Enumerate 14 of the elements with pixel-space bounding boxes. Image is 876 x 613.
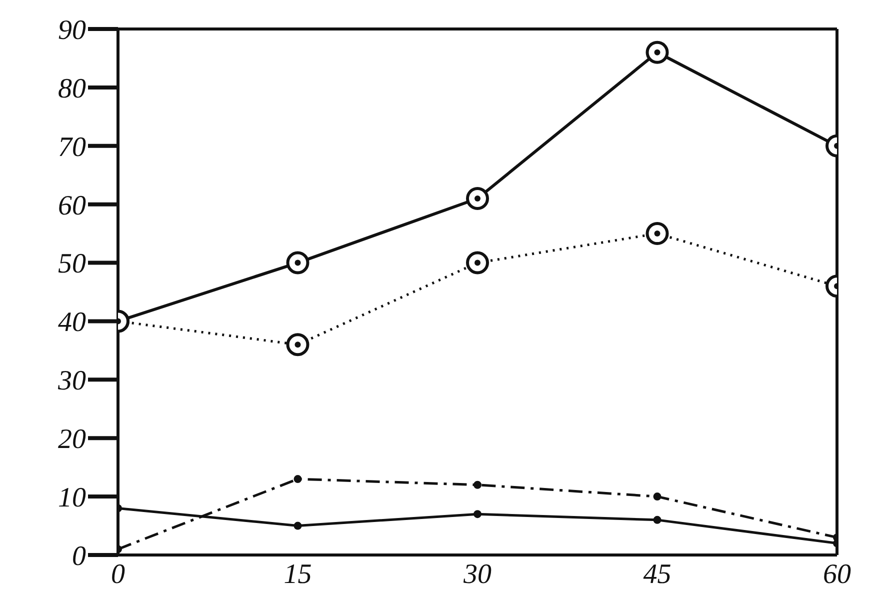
- x-tick-label: 0: [111, 558, 125, 590]
- y-tick-label: 90: [58, 14, 86, 46]
- y-tick-label: 20: [58, 424, 86, 456]
- y-tick-label: 80: [58, 73, 86, 104]
- y-tick-label: 60: [58, 190, 86, 222]
- y-tick-label: 30: [57, 366, 86, 397]
- x-tick-label: 60: [823, 558, 851, 590]
- y-tick-label: 40: [58, 307, 86, 338]
- x-tick-label: 15: [284, 558, 312, 590]
- x-tick-label: 45: [643, 558, 672, 590]
- x-tick-label: 30: [462, 558, 492, 590]
- y-tick-label: 10: [58, 482, 86, 514]
- y-tick-label: 50: [58, 248, 86, 280]
- y-tick-label: 70: [58, 132, 86, 163]
